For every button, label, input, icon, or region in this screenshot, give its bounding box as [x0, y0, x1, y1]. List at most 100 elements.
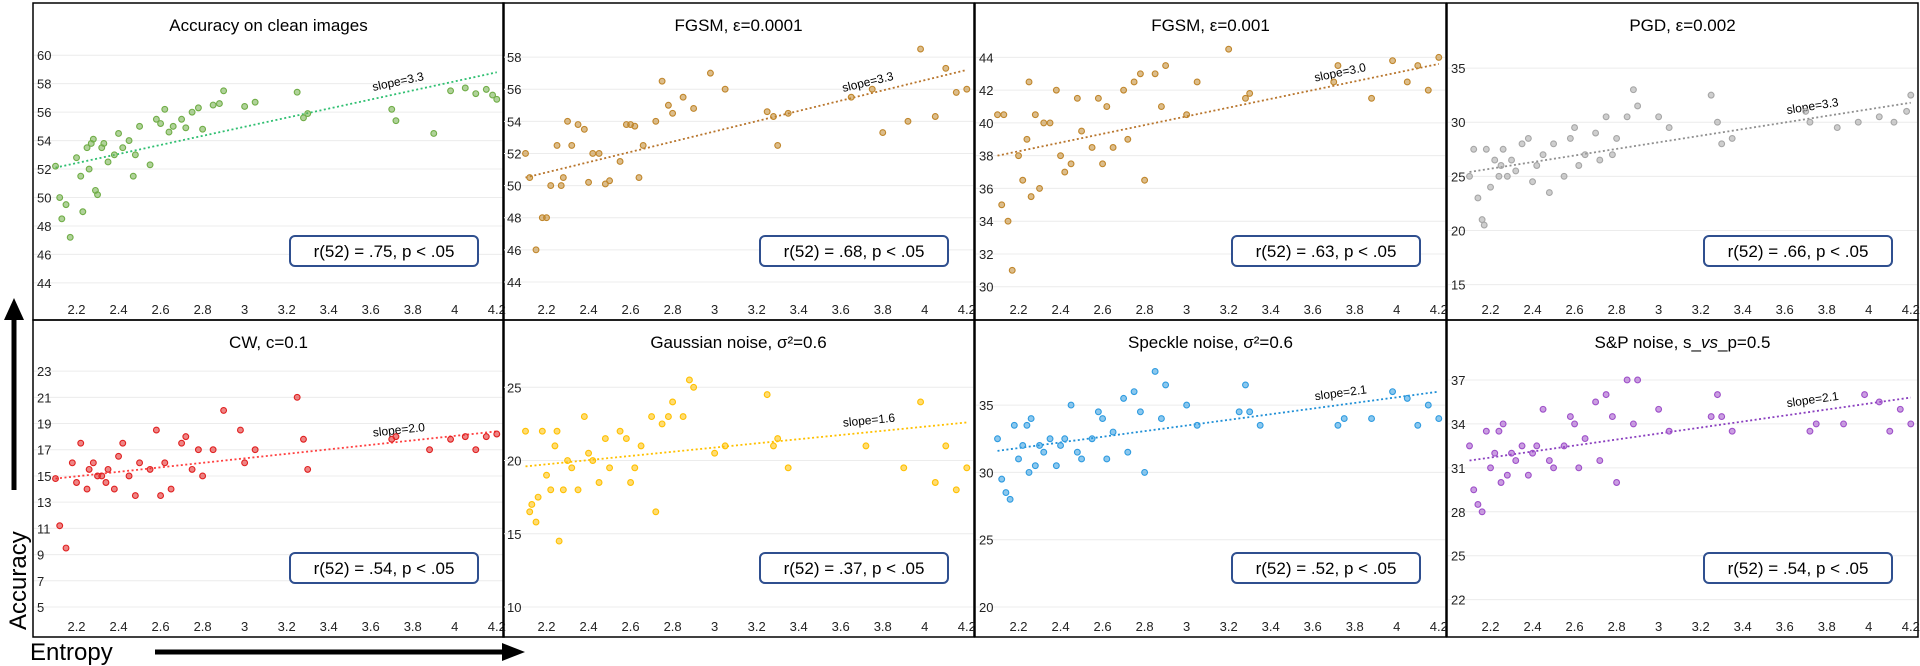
y-tick-label: 17 [37, 443, 51, 458]
chart-panel-7: 20 25 30 35 2.2 2.4 2.6 2.8 3 3.2 3.4 3.6 3.8 4 4.2 Spe… [974, 319, 1448, 638]
data-point [1242, 381, 1249, 389]
data-point [1524, 471, 1532, 479]
data-point [1052, 462, 1060, 470]
y-tick-label: 60 [37, 48, 51, 63]
data-point [1109, 428, 1117, 436]
data-point [963, 85, 971, 93]
x-tick-label: 4.2 [958, 619, 976, 634]
x-tick-label: 3.2 [748, 619, 766, 634]
data-point [1340, 415, 1348, 423]
x-tick-label: 3.2 [1220, 619, 1238, 634]
data-point [595, 479, 603, 486]
data-point [963, 464, 971, 472]
data-point [1088, 144, 1096, 151]
x-axis-label: Entropy [30, 639, 113, 666]
chart-title: Gaussian noise, σ²=0.6 [650, 333, 826, 352]
data-point [1046, 119, 1054, 127]
y-tick-label: 20 [979, 600, 993, 615]
data-point [547, 486, 555, 494]
data-point [152, 426, 160, 434]
x-tick-label: 3 [1183, 619, 1190, 634]
data-point [1470, 145, 1478, 153]
data-point [1334, 421, 1342, 429]
data-point [532, 246, 540, 254]
y-tick-label: 42 [979, 83, 993, 98]
y-tick-label: 52 [37, 162, 51, 177]
x-tick-label: 2.4 [110, 619, 128, 634]
stat-box [289, 235, 479, 267]
x-tick-label: 4 [921, 619, 928, 634]
data-point [574, 486, 582, 494]
data-point [1812, 420, 1820, 428]
x-tick-label: 2.6 [1566, 302, 1584, 317]
data-point [1470, 486, 1478, 494]
data-point [1019, 176, 1027, 184]
y-tick-label: 9 [37, 548, 44, 563]
y-tick-label: 37 [1451, 373, 1465, 388]
x-tick-label: 4.2 [1430, 302, 1448, 317]
x-tick-label: 2.8 [194, 619, 212, 634]
title-part: S&P noise, s_ [1595, 333, 1702, 352]
data-point [534, 493, 542, 501]
data-point [904, 117, 912, 125]
data-point [1566, 134, 1574, 142]
data-point [763, 108, 771, 116]
data-point [917, 45, 925, 53]
x-tick-label: 2.2 [537, 619, 555, 634]
data-point [658, 77, 666, 85]
data-point [685, 376, 693, 384]
y-tick-label: 50 [37, 191, 51, 206]
data-point [1389, 57, 1397, 65]
trend-line [525, 421, 967, 468]
x-tick-label: 3.2 [1220, 302, 1238, 317]
x-tick-label: 3.6 [1304, 302, 1322, 317]
data-point [1478, 508, 1486, 516]
x-tick-label: 2.6 [622, 302, 640, 317]
chart-title: FGSM, ε=0.0001 [674, 16, 802, 35]
data-point [1575, 464, 1583, 472]
data-point [83, 144, 91, 152]
data-point [1389, 388, 1397, 396]
x-tick-label: 2.6 [1094, 619, 1112, 634]
data-point [690, 383, 698, 391]
panel-frame [974, 2, 1447, 321]
data-point [931, 113, 939, 120]
data-point [721, 442, 729, 450]
y-tick-label: 34 [1451, 417, 1465, 432]
data-point [664, 101, 672, 109]
x-tick-label: 2.8 [1136, 302, 1154, 317]
x-tick-label: 2.2 [1009, 302, 1027, 317]
data-point [1495, 172, 1503, 180]
data-point [1466, 172, 1473, 180]
data-point [1036, 184, 1043, 192]
panel-frame [974, 319, 1447, 638]
data-point [1550, 140, 1558, 148]
data-point [1550, 464, 1558, 472]
data-point [110, 151, 118, 159]
x-tick-label: 2.6 [1094, 302, 1112, 317]
data-point [770, 442, 777, 450]
data-point [664, 413, 672, 421]
data-point [1608, 151, 1616, 159]
data-point [635, 174, 643, 181]
slope-label: slope=1.6 [842, 411, 896, 430]
x-tick-label: 2.4 [1524, 619, 1542, 634]
x-tick-label: 2.4 [1524, 302, 1542, 317]
data-point [1414, 62, 1422, 70]
data-point [931, 479, 939, 486]
data-point [392, 117, 400, 125]
data-point [557, 182, 565, 190]
data-point [998, 201, 1006, 209]
data-point [1435, 53, 1443, 61]
data-point [68, 459, 76, 467]
x-tick-label: 2.2 [537, 302, 555, 317]
x-tick-label: 3 [711, 619, 718, 634]
y-axis-label: Accuracy [5, 531, 32, 630]
data-point [1067, 160, 1075, 168]
data-point [1019, 442, 1027, 449]
x-tick-label: 2.6 [622, 619, 640, 634]
data-point [994, 111, 1001, 119]
data-point [1109, 144, 1117, 151]
data-point [1006, 495, 1014, 503]
